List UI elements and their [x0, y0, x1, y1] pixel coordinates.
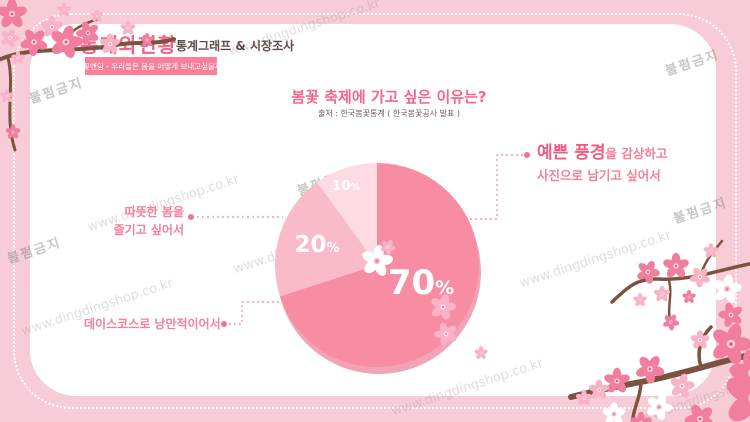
callout-text: 즐기고 싶어서 [113, 223, 184, 237]
callout-text: 따뜻한 봄을 [124, 205, 184, 219]
callout-emphasis: 예쁜 풍경 [537, 143, 606, 163]
topic-badge: 벚꽃앤딩 - 우리들은 봄을 어떻게 보내고싶을까? [76, 57, 226, 75]
callout-label-date-course: 데이스코스로 낭만적이어서 [84, 317, 221, 331]
callout-label-warm-spring: 따뜻한 봄을 즐기고 싶어서 [58, 203, 184, 239]
chart-title: 봄꽃 축제에 가고 싶은 이유는? [291, 88, 487, 106]
page-subtitle: 통계그래프 & 시장조사 [176, 39, 295, 53]
callout-label-photo: 예쁜 풍경을 감상하고 사진으로 남기고 싶어서 [537, 140, 715, 186]
callout-text: 사진으로 남기고 싶어서 [537, 168, 661, 184]
page-title: 통계와현황 [80, 33, 177, 57]
chart-source: 출처 : 한국봄꽃통계 ( 한국봄꽃공사 발표 ) [318, 109, 460, 118]
callout-text: 을 감상하고 [605, 146, 668, 161]
